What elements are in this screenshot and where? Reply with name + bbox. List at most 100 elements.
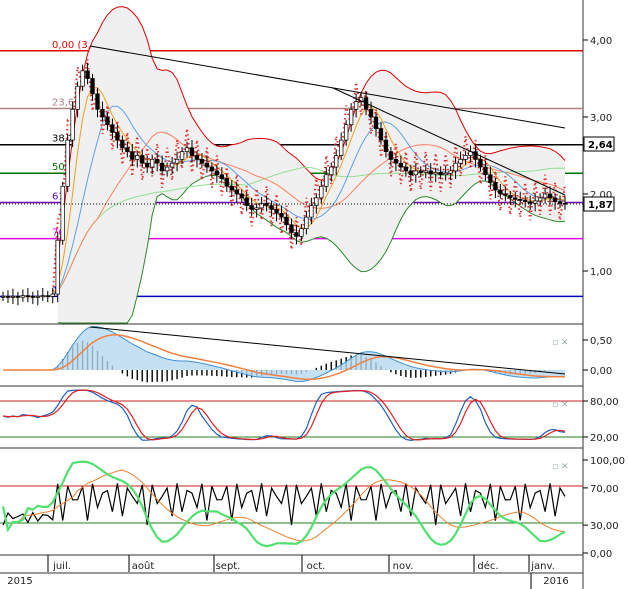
price-box-last-label: 1,87: [588, 200, 613, 211]
candle-body: [45, 295, 50, 297]
candle-body: [239, 193, 244, 199]
macd-trendline: [89, 326, 566, 375]
candle-body: [115, 132, 120, 141]
rsi-tick-label: 0,00: [590, 549, 612, 560]
candle-body: [433, 172, 438, 175]
candle-body: [478, 159, 483, 168]
candle-body: [458, 159, 463, 164]
candle-body: [105, 116, 110, 126]
candle-body: [184, 147, 190, 153]
candle-body: [50, 293, 55, 297]
macd-tick-label: 0,00: [590, 366, 612, 377]
candle-body: [408, 170, 413, 176]
candle-body: [309, 205, 314, 218]
candle-body: [428, 170, 433, 175]
trendline-upper: [89, 45, 566, 129]
month-label: juil.: [52, 561, 71, 572]
candle-body: [388, 151, 394, 160]
candle-body: [135, 155, 140, 160]
candle-body: [155, 159, 160, 164]
candle-body: [443, 172, 448, 176]
candle-body: [259, 202, 264, 209]
month-label: janv.: [530, 561, 555, 572]
candle-body: [438, 172, 443, 176]
stoch-k-line: [2, 389, 566, 442]
rsi-panel-controls-icon[interactable]: ▫ ✕: [552, 462, 569, 472]
macd-panel-controls-icon[interactable]: ▫ ✕: [552, 338, 569, 348]
candle-body: [453, 162, 458, 172]
candle-body: [199, 159, 205, 164]
candle-body: [289, 224, 294, 233]
stoch-tick-label: 80,00: [590, 397, 619, 408]
candle-body: [294, 232, 299, 237]
candle-body: [125, 147, 130, 153]
rsi-tick-label: 70,00: [590, 484, 619, 495]
price-box-highlight: [583, 136, 615, 152]
candle-body: [130, 151, 135, 160]
candle-body: [269, 205, 274, 210]
price-tick-label: 1,00: [590, 267, 612, 278]
candle-body: [319, 185, 324, 199]
candle-body: [179, 151, 185, 160]
candle-body: [194, 155, 200, 160]
candle-body: [279, 212, 284, 218]
candle-body: [403, 166, 408, 172]
stoch-panel-controls-icon[interactable]: ▫ ✕: [552, 400, 569, 410]
candle-body: [95, 93, 100, 110]
candle-body: [324, 174, 329, 187]
candle-body: [339, 139, 344, 156]
candle-body: [473, 151, 478, 160]
candle-body: [523, 199, 528, 203]
candle-body: [174, 159, 180, 164]
moving-average-short-2: [2, 87, 566, 298]
candle-body: [20, 295, 26, 298]
price-box-last: [583, 196, 615, 212]
rsi-volatility-line: [2, 483, 566, 526]
candle-body: [209, 166, 215, 172]
candle-body: [483, 166, 488, 176]
candle-body: [204, 162, 210, 168]
macd-signal-line: [3, 334, 565, 381]
year-label: 2015: [7, 576, 32, 587]
candle-body: [493, 182, 498, 191]
month-label: nov.: [393, 561, 414, 572]
candle-body: [557, 201, 563, 204]
candle-body: [160, 162, 165, 172]
candle-body: [0, 296, 6, 298]
candle-body: [35, 296, 40, 298]
macd-y-axis: 0,00 0,50: [583, 336, 612, 377]
candle-body: [448, 170, 453, 174]
candle-body: [30, 296, 35, 298]
candle-body: [40, 295, 45, 297]
candle-body: [304, 216, 309, 230]
candle-body: [244, 197, 249, 206]
macd-area: [3, 326, 565, 382]
candle-body: [249, 205, 254, 210]
moving-average-mid: [2, 131, 566, 298]
year-label: 2016: [543, 576, 568, 587]
candle-body: [90, 78, 95, 95]
price-tick-label: 3,00: [590, 113, 612, 124]
candle-body: [164, 166, 170, 172]
candle-body: [393, 159, 399, 164]
candle-body: [398, 162, 404, 168]
rsi-line: [1, 460, 566, 548]
candle-body: [547, 193, 553, 199]
candle-body: [513, 197, 518, 200]
candle-body: [65, 139, 70, 187]
candle-body: [169, 162, 175, 168]
candlestick-series: [0, 63, 568, 306]
month-label: déc.: [477, 560, 498, 572]
month-label: août: [132, 560, 155, 572]
candle-body: [344, 124, 349, 141]
candle-body: [25, 295, 31, 297]
candle-body: [234, 189, 239, 195]
candle-body: [498, 189, 503, 195]
candle-body: [518, 199, 523, 201]
rsi-tick-label: 100,00: [590, 456, 625, 467]
fib-label: 0,00 (3,86): [52, 40, 108, 51]
price-tick-label: 2,00: [590, 190, 612, 201]
candle-body: [70, 108, 75, 141]
candle-body: [383, 139, 389, 153]
candle-body: [224, 178, 229, 187]
